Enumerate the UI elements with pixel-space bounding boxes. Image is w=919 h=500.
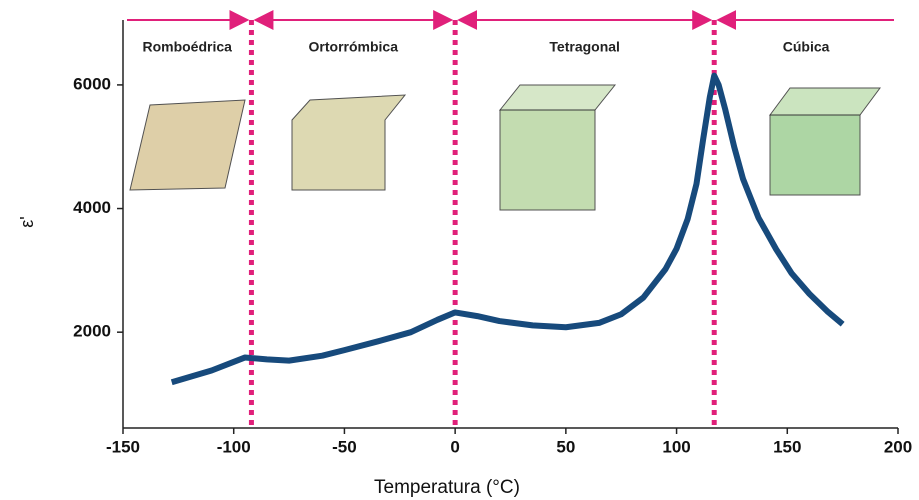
x-tick-label: 100 <box>662 437 690 456</box>
y-tick-label: 4000 <box>73 198 111 217</box>
x-tick-label: 0 <box>450 437 459 456</box>
x-tick-label: -100 <box>217 437 251 456</box>
x-tick-label: 150 <box>773 437 801 456</box>
phase-label: Ortorrómbica <box>309 39 399 55</box>
x-tick-label: -150 <box>106 437 140 456</box>
y-tick-label: 6000 <box>73 74 111 93</box>
phase-label: Cúbica <box>783 39 830 55</box>
phase-label: Romboédrica <box>142 39 232 55</box>
y-axis-label: ε' <box>17 216 37 227</box>
data-line <box>170 72 845 386</box>
y-tick-label: 2000 <box>73 322 111 341</box>
x-tick-label: 200 <box>884 437 912 456</box>
x-tick-label: 50 <box>556 437 575 456</box>
crystal-icons <box>129 84 881 211</box>
x-tick-label: -50 <box>332 437 357 456</box>
phase-label: Tetragonal <box>549 39 620 55</box>
x-axis-label: Temperatura (°C) <box>374 477 520 498</box>
